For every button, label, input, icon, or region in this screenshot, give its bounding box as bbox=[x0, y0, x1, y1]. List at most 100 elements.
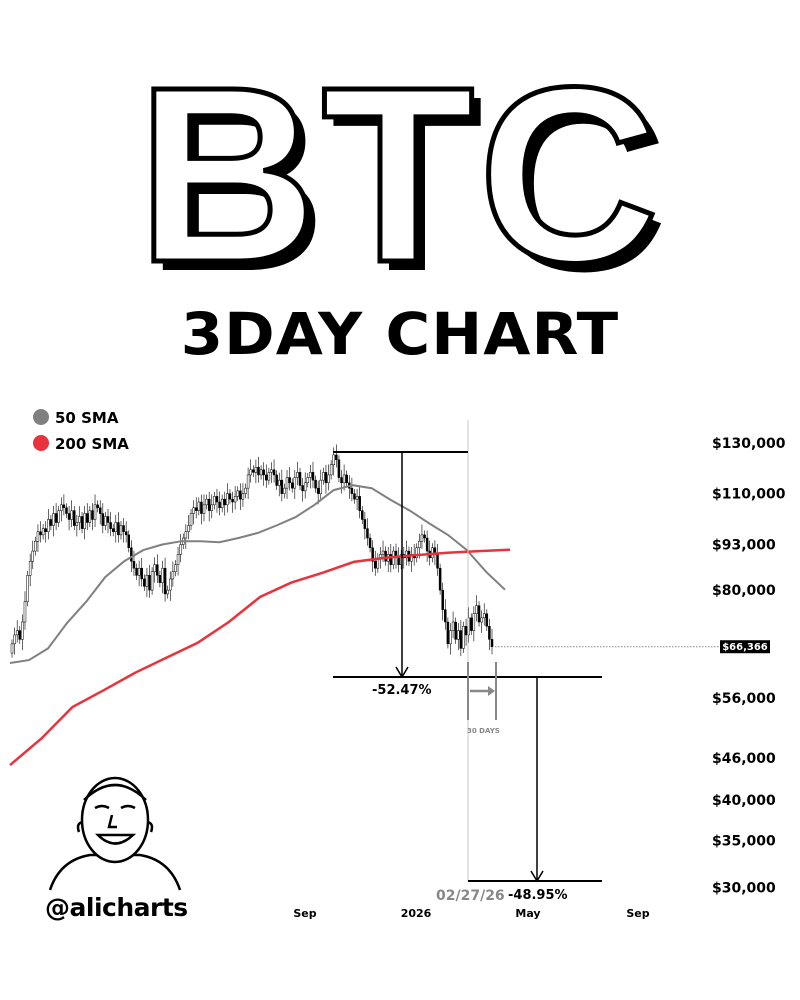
candle bbox=[397, 557, 400, 565]
candle bbox=[368, 537, 372, 549]
candle bbox=[303, 482, 307, 492]
candle bbox=[226, 493, 229, 506]
candle bbox=[158, 575, 162, 583]
candle bbox=[28, 560, 32, 576]
candle bbox=[259, 469, 263, 476]
candle bbox=[280, 479, 284, 494]
candle bbox=[163, 567, 167, 595]
candle bbox=[78, 516, 81, 523]
x-tick-label: 2026 bbox=[401, 907, 432, 920]
candle bbox=[233, 496, 237, 503]
candle bbox=[223, 498, 227, 506]
candle bbox=[451, 621, 455, 631]
candle bbox=[405, 550, 408, 559]
candle bbox=[488, 626, 491, 640]
candle bbox=[327, 474, 330, 484]
current-price-box bbox=[720, 640, 770, 654]
y-tick-label: $110,000 bbox=[712, 487, 786, 503]
candle bbox=[272, 469, 276, 476]
candle bbox=[288, 477, 291, 484]
date-marker-label: 02/27/26 bbox=[436, 888, 505, 904]
candle bbox=[475, 605, 478, 614]
candle bbox=[156, 564, 159, 576]
candle bbox=[363, 519, 367, 529]
candle bbox=[462, 626, 465, 649]
candle bbox=[15, 630, 19, 636]
candle bbox=[67, 513, 71, 520]
candle bbox=[93, 504, 97, 520]
candle bbox=[239, 490, 242, 500]
candle bbox=[21, 621, 24, 640]
candle bbox=[179, 544, 182, 555]
candle bbox=[296, 472, 299, 478]
candle bbox=[80, 516, 84, 529]
candle bbox=[415, 547, 419, 559]
candle bbox=[290, 482, 294, 489]
candle bbox=[111, 528, 115, 532]
x-tick-label: May bbox=[515, 907, 540, 920]
candle bbox=[293, 477, 297, 489]
candle bbox=[169, 578, 172, 591]
candle bbox=[322, 472, 325, 481]
candles bbox=[10, 444, 494, 658]
candle bbox=[371, 547, 374, 562]
candle bbox=[207, 498, 211, 511]
legend-sma50-label: 50 SMA bbox=[55, 409, 119, 427]
candle bbox=[171, 571, 175, 580]
candle bbox=[355, 496, 359, 500]
candle bbox=[189, 513, 193, 526]
candle bbox=[329, 464, 333, 476]
candle bbox=[236, 490, 239, 497]
candle bbox=[10, 643, 14, 654]
sma-50-line bbox=[9, 484, 506, 664]
candle bbox=[52, 513, 55, 526]
candle bbox=[316, 487, 320, 494]
candle bbox=[23, 601, 27, 623]
candle bbox=[124, 531, 128, 536]
candle bbox=[298, 472, 302, 486]
candle bbox=[337, 459, 341, 478]
candle bbox=[122, 525, 125, 532]
candle bbox=[75, 522, 79, 526]
candle bbox=[197, 501, 201, 511]
candle bbox=[60, 504, 63, 511]
avatar-logo bbox=[48, 776, 182, 891]
candle bbox=[444, 609, 447, 623]
y-tick-label: $80,000 bbox=[712, 583, 776, 599]
candle bbox=[446, 621, 450, 645]
candle bbox=[96, 504, 99, 508]
candle bbox=[324, 472, 328, 484]
candle bbox=[389, 554, 393, 565]
candle bbox=[472, 613, 476, 631]
y-tick-label: $93,000 bbox=[712, 537, 776, 553]
candle bbox=[54, 513, 58, 523]
candle bbox=[176, 554, 180, 565]
candle bbox=[13, 634, 16, 645]
candle bbox=[270, 469, 273, 473]
candle bbox=[441, 589, 444, 610]
legend-sma200-label: 200 SMA bbox=[55, 435, 129, 453]
candle bbox=[98, 507, 102, 514]
candle bbox=[350, 487, 354, 494]
candle bbox=[319, 479, 323, 494]
candle bbox=[358, 496, 361, 511]
y-tick-label: $40,000 bbox=[712, 793, 776, 809]
legend-sma200-dot bbox=[33, 435, 49, 451]
candle bbox=[306, 477, 310, 484]
candle bbox=[202, 504, 206, 514]
y-tick-label: $56,000 bbox=[712, 691, 776, 707]
candle bbox=[267, 472, 271, 481]
candle bbox=[73, 510, 76, 526]
candle bbox=[161, 567, 164, 583]
candle bbox=[26, 575, 29, 602]
candle bbox=[205, 498, 208, 506]
candle bbox=[104, 516, 107, 526]
y-tick-label: $46,000 bbox=[712, 751, 776, 767]
candle bbox=[283, 487, 286, 494]
candle bbox=[480, 617, 483, 623]
candle bbox=[218, 501, 221, 508]
candle bbox=[101, 513, 105, 526]
candle bbox=[143, 578, 146, 587]
candle bbox=[425, 537, 429, 552]
candle bbox=[106, 516, 110, 523]
